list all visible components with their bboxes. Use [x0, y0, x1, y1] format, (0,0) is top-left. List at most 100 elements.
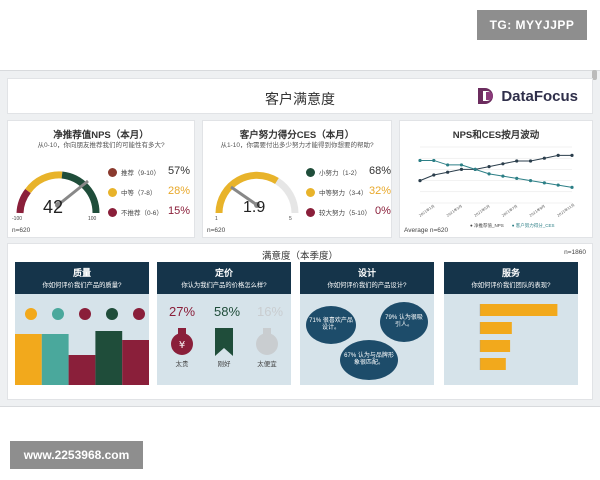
price-pct-right: 58%: [214, 304, 241, 319]
sad-face-icon: [52, 308, 64, 320]
datafocus-logo-icon: [478, 88, 494, 104]
nps-point: [528, 159, 533, 163]
nps-n: n=620: [12, 227, 31, 234]
nps-value: 42: [43, 197, 64, 217]
watermark-top: TG: MYYJJPP: [477, 10, 587, 40]
svg-text:¥: ¥: [179, 340, 185, 351]
nps-point: [556, 153, 560, 157]
ces-subtitle: 从1-10，你需要付出多少努力才能得到你想要的帮助?: [220, 142, 374, 149]
price-icons: ¥: [171, 328, 278, 356]
design-panel: 设计 你如何评价我们的产品设计? 71% 很喜欢产品设计。 79% 认为很吸引人…: [300, 262, 434, 385]
quality-panel: 质量 你如何评价我们产品的质量?: [15, 262, 149, 385]
trend-title: NPS和CES按月波动: [452, 130, 540, 141]
ces-pct-low: 68%: [369, 165, 392, 177]
price-label-expensive: 太贵: [175, 361, 189, 368]
quality-bar: [122, 340, 149, 385]
trend-legend: ● 净推荐值_NPS ● 客户努力得分_CES: [470, 223, 554, 229]
very-happy-face-icon: [133, 308, 145, 320]
trend-legend-ces: ● 客户努力得分_CES: [511, 223, 555, 228]
bookmark-icon: [215, 328, 233, 356]
trend-chart: 2021年1月 2021年3月 2021年5月 2021年7月 2021年9月 2021年…: [418, 146, 576, 218]
quality-bar: [15, 334, 42, 385]
happy-face-icon: [106, 308, 118, 320]
money-bag-light-icon: [256, 328, 278, 355]
satisfaction-n: n=1860: [564, 249, 586, 256]
nps-point: [501, 162, 505, 166]
ces-point: [432, 158, 436, 163]
ces-legend-low: 小努力（1-2）: [306, 167, 361, 177]
service-chart: [479, 304, 558, 370]
price-pct-expensive: 27%: [169, 304, 196, 319]
ces-point: [570, 185, 574, 189]
design-bubble-brand: 67% 认为与品牌形象很匹配。: [340, 340, 398, 380]
nps-line: [419, 154, 572, 182]
nps-point: [459, 167, 464, 171]
quality-bar: [41, 334, 69, 385]
quality-question: 你如何评价我们产品的质量?: [42, 282, 122, 289]
nps-point: [570, 153, 574, 157]
neutral-icon: [306, 187, 315, 197]
satisfaction-title: 满意度（本季度）: [261, 251, 338, 262]
dashboard-header: 客户满意度 DataFocus: [7, 78, 593, 114]
nps-point: [542, 156, 546, 160]
service-header: 服务 你如何评价我们团队的表现?: [444, 262, 578, 294]
very-sad-face-icon: [25, 308, 37, 320]
design-bubble-like: 71% 很喜欢产品设计。: [306, 306, 356, 344]
design-name: 设计: [357, 268, 376, 278]
quality-chart: [15, 331, 149, 385]
ces-point: [542, 181, 546, 185]
thumbs-up-icon: [108, 167, 117, 177]
trend-x-tick: 2021年11月: [556, 202, 576, 218]
nps-pct-passive: 28%: [168, 185, 191, 197]
thumbs-down-icon: [306, 207, 315, 217]
watermark-bottom: www.2253968.com: [10, 441, 143, 469]
ces-card: 客户努力得分CES（本月） 从1-10，你需要付出多少努力才能得到你想要的帮助?…: [202, 120, 392, 238]
price-pct-cheap: 16%: [257, 304, 284, 319]
service-bar: [480, 322, 512, 334]
ces-gauge-min: 1: [215, 216, 218, 222]
neutral-icon: [108, 187, 117, 197]
ces-point: [515, 176, 519, 180]
ces-point: [556, 183, 560, 187]
trend-legend-nps: ● 净推荐值_NPS: [470, 223, 504, 228]
quality-bar: [95, 331, 123, 385]
nps-card: 净推荐值NPS（本月） 从0-10，你向朋友推荐我们的可能性有多大? 42 -1…: [7, 120, 195, 238]
ces-gauge-max: 5: [289, 216, 292, 222]
nps-point: [418, 179, 422, 183]
nps-legend-passive: 中等（7-8）: [108, 187, 156, 197]
nps-point: [515, 159, 519, 163]
ces-legend-medium: 中等努力（3-4）: [306, 187, 367, 197]
nps-pct-promoter: 57%: [168, 165, 191, 177]
ces-pct-high: 0%: [375, 205, 391, 217]
nps-point: [487, 165, 491, 169]
trend-x-tick: 2021年9月: [528, 203, 546, 218]
ces-legend-high: 较大努力（5-10）: [306, 207, 371, 217]
design-bubble-attractive: 79% 认为很吸引人。: [380, 302, 428, 342]
service-bar: [480, 340, 511, 352]
nps-title: 净推荐值NPS（本月）: [53, 130, 149, 141]
ces-point: [418, 158, 422, 163]
ces-title: 客户努力得分CES（本月）: [239, 130, 355, 141]
quality-bar: [68, 355, 96, 385]
quality-header: 质量 你如何评价我们产品的质量?: [15, 262, 149, 294]
scrollbar-thumb[interactable]: [592, 70, 597, 80]
trend-card: NPS和CES按月波动 2021年1月 2021年3月 2021年5月 2021年7月…: [399, 120, 593, 238]
ces-point: [459, 163, 464, 167]
thumbs-up-icon: [306, 167, 315, 177]
ces-value: 1.9: [243, 199, 266, 216]
nps-gauge: [16, 171, 100, 214]
price-name: 定价: [214, 268, 233, 278]
ces-line: [420, 159, 573, 188]
ces-point: [501, 174, 505, 178]
logo-text: DataFocus: [501, 87, 578, 105]
trend-x-tick: 2021年7月: [501, 203, 519, 218]
trend-footer: Average n=620: [404, 227, 449, 234]
design-question: 你如何评价我们的产品设计?: [327, 282, 407, 289]
nps-point: [432, 173, 436, 177]
price-label-right: 刚好: [217, 361, 231, 368]
service-bar: [480, 304, 558, 316]
money-bag-icon: ¥: [171, 328, 193, 355]
page-title: 客户满意度: [265, 91, 335, 107]
ces-point: [528, 179, 533, 183]
ces-point: [446, 163, 450, 167]
